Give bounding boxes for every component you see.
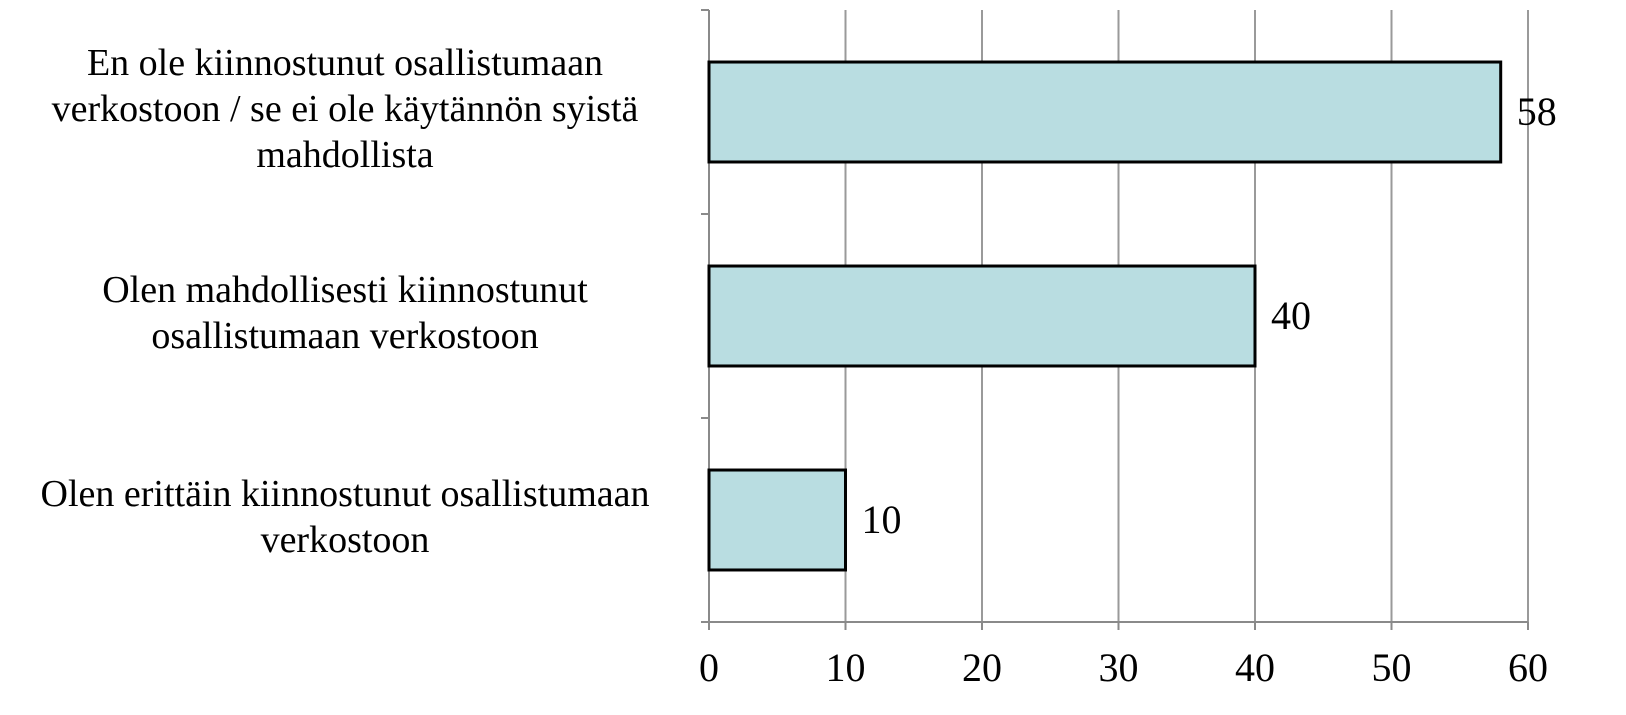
x-tick-label: 30 bbox=[1099, 645, 1139, 690]
x-tick-label: 50 bbox=[1372, 645, 1412, 690]
value-label: 10 bbox=[862, 497, 902, 542]
bar bbox=[707, 264, 1257, 368]
category-label: En ole kiinnostunut osallistumaan verkost… bbox=[52, 42, 639, 176]
x-tick-label: 20 bbox=[962, 645, 1002, 690]
x-tick-label: 40 bbox=[1235, 645, 1275, 690]
x-tick-label: 10 bbox=[826, 645, 866, 690]
x-tick-label: 60 bbox=[1508, 645, 1548, 690]
value-label: 40 bbox=[1271, 293, 1311, 338]
category-label: Olen mahdollisesti kiinnostunut osallistu… bbox=[102, 269, 588, 357]
value-label: 58 bbox=[1517, 89, 1557, 134]
bar bbox=[707, 468, 847, 572]
x-tick-label: 0 bbox=[699, 645, 719, 690]
bar bbox=[707, 60, 1503, 164]
category-label: Olen erittäin kiinnostunut osallistumaan… bbox=[41, 473, 650, 561]
